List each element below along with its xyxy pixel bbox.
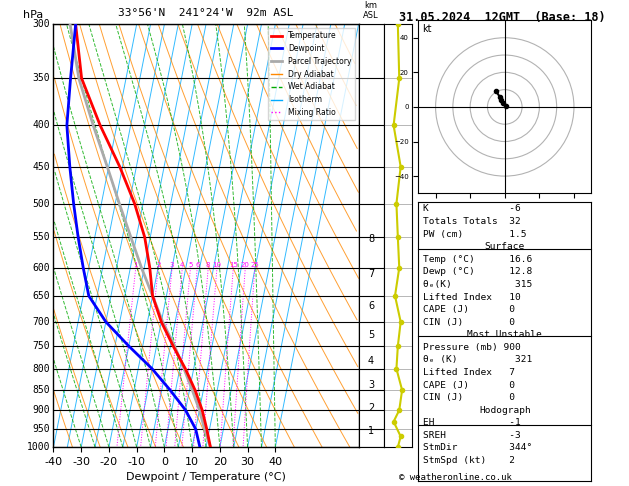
Text: Most Unstable: Most Unstable [467,330,542,339]
Text: 3: 3 [368,380,374,390]
Text: CAPE (J)       0: CAPE (J) 0 [423,381,516,390]
Text: 15: 15 [229,262,238,268]
Text: 5: 5 [368,330,374,340]
Text: 850: 850 [33,385,50,395]
Text: CIN (J)        0: CIN (J) 0 [423,318,516,327]
Text: StmDir         344°: StmDir 344° [423,443,533,452]
Text: 650: 650 [33,291,50,301]
Text: Pressure (mb) 900: Pressure (mb) 900 [423,343,521,352]
Text: 600: 600 [33,263,50,273]
Text: 2: 2 [368,403,374,413]
X-axis label: Dewpoint / Temperature (°C): Dewpoint / Temperature (°C) [126,472,286,483]
Text: 900: 900 [33,405,50,415]
Text: 8: 8 [206,262,211,268]
Text: θₑ (K)          321: θₑ (K) 321 [423,355,533,364]
Text: 31.05.2024  12GMT  (Base: 18): 31.05.2024 12GMT (Base: 18) [399,11,606,24]
Text: 6: 6 [368,301,374,311]
Text: 1: 1 [368,426,374,436]
Text: Lifted Index   7: Lifted Index 7 [423,368,516,377]
Text: CIN (J)        0: CIN (J) 0 [423,393,516,402]
Text: CAPE (J)       0: CAPE (J) 0 [423,305,516,314]
Text: 10: 10 [213,262,221,268]
Text: 400: 400 [33,121,50,130]
Text: 4: 4 [180,262,184,268]
Text: 800: 800 [33,364,50,374]
Legend: Temperature, Dewpoint, Parcel Trajectory, Dry Adiabat, Wet Adiabat, Isotherm, Mi: Temperature, Dewpoint, Parcel Trajectory… [267,28,355,120]
Text: km
ASL: km ASL [364,0,379,20]
Text: 450: 450 [33,162,50,172]
Text: LCL: LCL [359,428,374,437]
Y-axis label: Mixing Ratio (g/kg): Mixing Ratio (g/kg) [386,193,396,278]
Text: 700: 700 [33,317,50,327]
Text: Dewp (°C)      12.8: Dewp (°C) 12.8 [423,267,533,277]
Text: SREH           -3: SREH -3 [423,431,521,440]
Text: Hodograph: Hodograph [479,406,531,415]
Text: θₑ(K)           315: θₑ(K) 315 [423,280,533,289]
Text: 8: 8 [368,234,374,244]
Text: kt: kt [422,24,431,34]
Text: 3: 3 [170,262,174,268]
Text: 950: 950 [33,424,50,434]
Text: 1000: 1000 [27,442,50,452]
Text: StmSpd (kt)    2: StmSpd (kt) 2 [423,456,516,465]
Title: 33°56'N  241°24'W  92m ASL: 33°56'N 241°24'W 92m ASL [118,8,294,18]
Text: 300: 300 [33,19,50,29]
Text: © weatheronline.co.uk: © weatheronline.co.uk [399,473,512,482]
Text: 5: 5 [188,262,192,268]
Text: Totals Totals  32: Totals Totals 32 [423,217,521,226]
Text: 2: 2 [156,262,160,268]
Text: Temp (°C)      16.6: Temp (°C) 16.6 [423,255,533,264]
Text: 4: 4 [368,356,374,366]
Text: 6: 6 [195,262,199,268]
Text: K              -6: K -6 [423,205,521,213]
Text: 1: 1 [133,262,138,268]
Text: 7: 7 [368,269,374,278]
Text: EH             -1: EH -1 [423,418,521,427]
Text: 500: 500 [33,199,50,208]
Text: 550: 550 [33,232,50,242]
Text: PW (cm)        1.5: PW (cm) 1.5 [423,230,527,239]
Text: 350: 350 [33,73,50,84]
Text: hPa: hPa [23,10,43,20]
Text: Lifted Index   10: Lifted Index 10 [423,293,521,301]
Text: 750: 750 [33,341,50,351]
Text: 25: 25 [250,262,259,268]
Text: 20: 20 [241,262,250,268]
Text: Surface: Surface [485,242,525,251]
